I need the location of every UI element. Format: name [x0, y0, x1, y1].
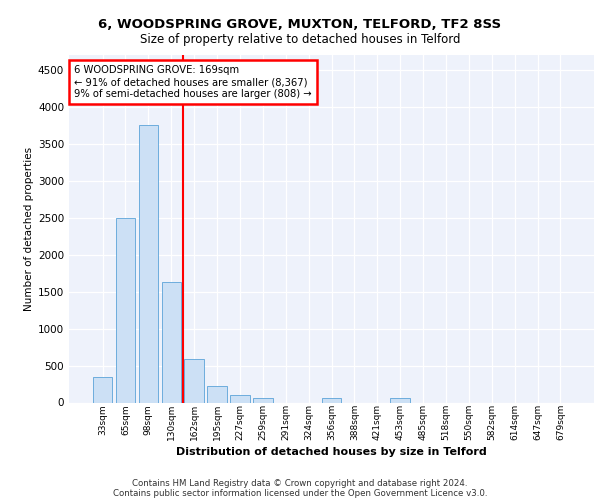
Bar [184, 359, 204, 403]
Bar [230, 395, 250, 402]
Text: 6, WOODSPRING GROVE, MUXTON, TELFORD, TF2 8SS: 6, WOODSPRING GROVE, MUXTON, TELFORD, TF… [98, 18, 502, 30]
X-axis label: Distribution of detached houses by size in Telford: Distribution of detached houses by size … [176, 447, 487, 457]
Text: Contains public sector information licensed under the Open Government Licence v3: Contains public sector information licen… [113, 488, 487, 498]
Bar [322, 398, 341, 402]
Bar [253, 398, 272, 402]
Text: Contains HM Land Registry data © Crown copyright and database right 2024.: Contains HM Land Registry data © Crown c… [132, 478, 468, 488]
Bar [391, 398, 410, 402]
Bar [208, 386, 227, 402]
Text: Size of property relative to detached houses in Telford: Size of property relative to detached ho… [140, 32, 460, 46]
Bar [161, 282, 181, 403]
Text: 6 WOODSPRING GROVE: 169sqm
← 91% of detached houses are smaller (8,367)
9% of se: 6 WOODSPRING GROVE: 169sqm ← 91% of deta… [74, 66, 312, 98]
Bar [93, 376, 112, 402]
Bar [116, 218, 135, 402]
Y-axis label: Number of detached properties: Number of detached properties [24, 146, 34, 311]
Bar [139, 125, 158, 402]
